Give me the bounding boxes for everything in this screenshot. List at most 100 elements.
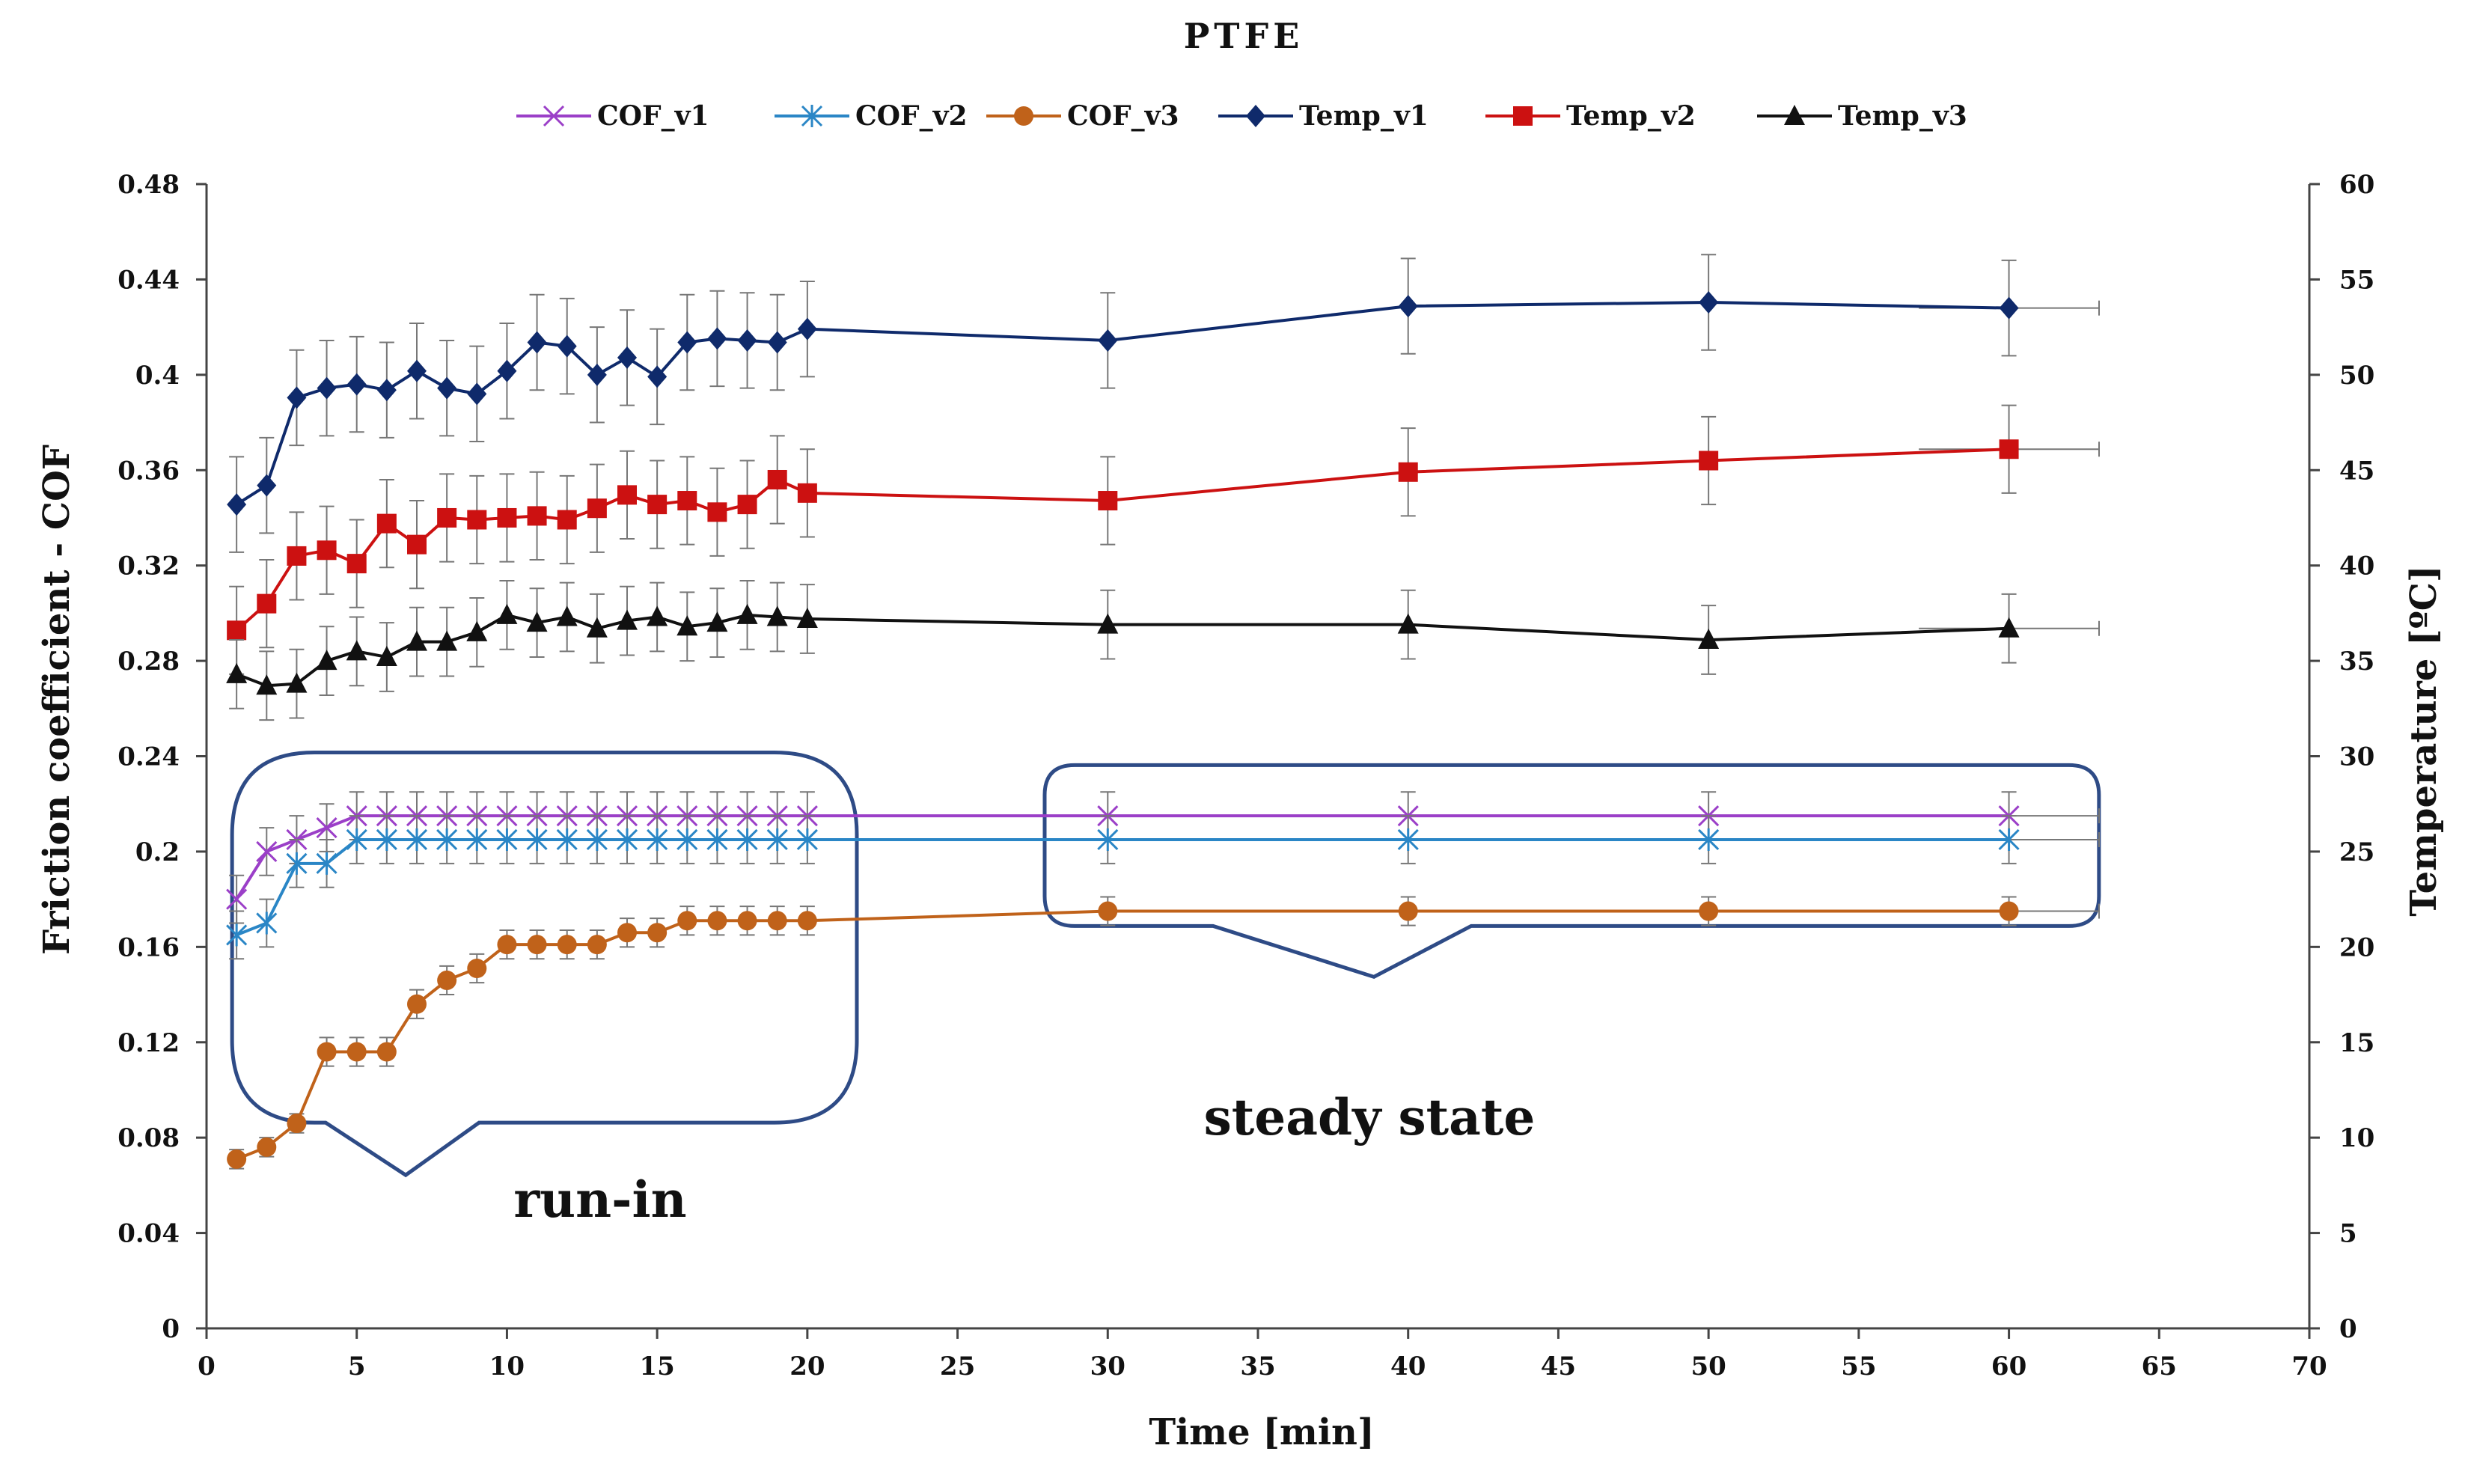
x-tick-label: 45 — [1541, 1352, 1576, 1381]
series-cof-v1-point — [316, 817, 337, 839]
series-temp-v3-point — [766, 605, 788, 626]
annotation-steady-state: steady state — [1204, 1088, 1536, 1146]
y2-tick-label: 25 — [2339, 837, 2374, 867]
run-in-callout — [230, 751, 859, 1178]
series-cof-v3-point — [346, 1042, 367, 1062]
series-temp-v1-point — [557, 335, 577, 358]
series-temp-v3-point — [586, 617, 608, 638]
series-temp-v2-line — [235, 448, 2009, 632]
series-cof-v3-point — [767, 911, 787, 931]
series-cof-v3-point — [407, 994, 427, 1014]
chart-title: PTFE — [1184, 16, 1304, 56]
series-temp-v1-point — [1999, 296, 2019, 320]
marker-stroke — [256, 840, 278, 862]
series-temp-v1-point — [227, 493, 247, 516]
series-cof-v3-point — [227, 1149, 247, 1169]
series-temp-v3-point — [256, 674, 278, 695]
y-tick-label: 0.32 — [117, 552, 180, 581]
series-temp-v1-point — [707, 327, 727, 350]
series-temp-v1-point — [257, 474, 277, 497]
y-tick-label: 0.16 — [117, 932, 180, 962]
y2-tick-label: 60 — [2339, 170, 2374, 200]
series-temp-v1 — [227, 254, 2100, 553]
series-temp-v2-point — [497, 507, 517, 528]
series-temp-v1-point — [467, 382, 487, 406]
y-tick-label: 0.28 — [117, 647, 180, 677]
series-cof-v3-point — [587, 935, 607, 955]
legend-item: Temp_v1 — [1218, 100, 1429, 132]
y2-tick-label: 0 — [2339, 1314, 2357, 1344]
series-cof-v3-point — [797, 911, 817, 931]
series-temp-v2-point — [1098, 491, 1118, 511]
y-tick-label: 0.36 — [117, 456, 180, 486]
series-temp-v1-point — [527, 331, 547, 354]
plot-area — [226, 254, 2100, 1170]
legend-item: Temp_v2 — [1485, 100, 1696, 132]
series-temp-v1-point — [497, 359, 517, 382]
series-cof-v3-point — [1999, 901, 2019, 921]
series-cof-v2-point — [616, 828, 638, 851]
series-cof-v2-point — [376, 828, 397, 851]
legend-item: COF_v1 — [516, 100, 709, 132]
y2-tick-label: 40 — [2339, 552, 2374, 581]
series-temp-v1-point — [587, 363, 607, 386]
x-tick-label: 20 — [789, 1352, 825, 1381]
legend-item: COF_v3 — [986, 100, 1179, 132]
series-temp-v3-point — [736, 603, 758, 624]
legend-label: COF_v1 — [597, 100, 709, 132]
series-temp-v2-point — [407, 534, 427, 555]
x-tick-label: 5 — [348, 1352, 366, 1381]
legend-marker — [801, 105, 823, 127]
series-cof-v2-point — [1397, 828, 1419, 851]
y-tick-label: 0 — [162, 1314, 180, 1344]
y2-tick-label: 55 — [2339, 265, 2374, 295]
x-tick-label: 30 — [1090, 1352, 1125, 1381]
legend-label: Temp_v2 — [1566, 100, 1696, 132]
series-temp-v2-point — [1398, 462, 1418, 482]
series-cof-v1-point — [256, 840, 278, 862]
series-temp-v3-point — [676, 615, 698, 636]
series-temp-v1-point — [1699, 290, 1719, 314]
legend: COF_v1 COF_v2 COF_v3 Temp_v1 Temp_v2 Temp_v3 — [516, 100, 1967, 132]
y-tick-label: 0.44 — [117, 265, 180, 295]
series-cof-v3-point — [677, 911, 697, 931]
legend-label: COF_v3 — [1067, 100, 1179, 132]
annotation-run-in: run-in — [513, 1170, 686, 1229]
series-temp-v3-point — [346, 640, 367, 661]
series-cof-v2-point — [466, 828, 488, 851]
legend-marker — [543, 105, 565, 127]
marker-stroke — [543, 105, 565, 127]
series-cof-v2-point — [676, 828, 698, 851]
legend-marker — [1513, 106, 1533, 126]
series-temp-v2-point — [737, 495, 757, 515]
axes: 0 5 10 15 20 25 30 35 40 45 50 55 60 65 7000.040.080.1… — [117, 170, 2374, 1381]
x-tick-label: 55 — [1841, 1352, 1876, 1381]
series-cof-v3-point — [737, 911, 757, 931]
series-temp-v1-point — [437, 376, 457, 400]
series-cof-v2-point — [526, 828, 548, 851]
y2-tick-label: 20 — [2339, 932, 2374, 962]
series-cof-v3-point — [1398, 901, 1418, 921]
series-cof-v3-point — [317, 1042, 337, 1062]
x-tick-label: 65 — [2142, 1352, 2177, 1381]
series-temp-v1-point — [737, 329, 757, 352]
series-temp-v1-point — [346, 373, 367, 396]
series-temp-v2-error-bars — [229, 404, 2100, 675]
legend-marker — [1246, 105, 1265, 127]
series-temp-v2-point — [647, 495, 668, 515]
series-temp-v1-point — [376, 379, 397, 402]
series-temp-v3-line — [236, 613, 2009, 688]
series-temp-v1-point — [767, 331, 787, 354]
series-temp-v2-point — [767, 469, 787, 489]
series-temp-v2-point — [376, 513, 397, 534]
series-cof-v2-point — [586, 828, 608, 851]
series-cof-v2-point — [766, 828, 788, 851]
series-cof-v2-point — [556, 828, 578, 851]
y2-tick-label: 15 — [2339, 1028, 2374, 1058]
x-tick-label: 60 — [1991, 1352, 2026, 1381]
series-temp-v3-point — [316, 650, 337, 671]
series-cof-v3-point — [287, 1114, 307, 1134]
series-temp-v2-point — [227, 620, 247, 641]
series-cof-v3-point — [376, 1042, 397, 1062]
